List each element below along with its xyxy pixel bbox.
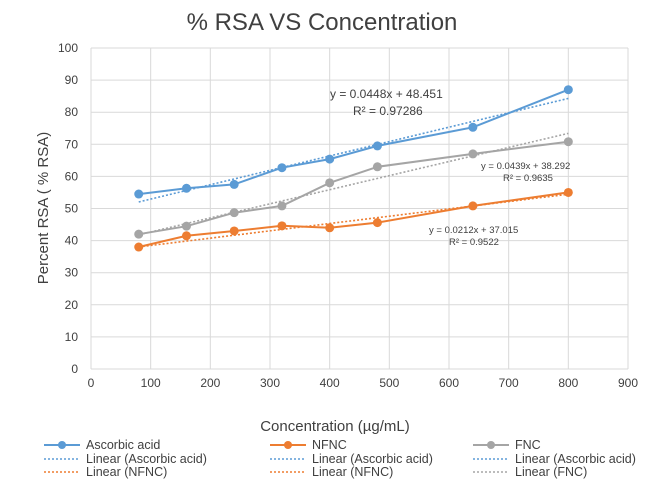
x-tick-label: 700: [499, 376, 519, 390]
data-point-ascorbic-acid: [563, 85, 573, 95]
y-tick-label: 80: [65, 105, 79, 119]
x-tick-label: 200: [200, 376, 220, 390]
data-point-nfnc: [325, 223, 335, 233]
data-point-nfnc: [229, 226, 239, 236]
y-tick-label: 90: [65, 73, 79, 87]
equation-nfnc: y = 0.0212x + 37.015: [429, 225, 518, 236]
legend-marker-nfnc: [284, 441, 292, 449]
legend-label-nfnc: NFNC: [312, 438, 347, 452]
data-point-fnc: [372, 162, 382, 172]
data-point-ascorbic-acid: [325, 154, 335, 164]
x-tick-label: 500: [379, 376, 399, 390]
x-tick-labels: 0 100 200 300 400 500 600 700 800 900: [88, 376, 639, 390]
data-point-ascorbic-acid: [372, 141, 382, 151]
y-tick-label: 100: [58, 41, 78, 55]
y-axis-title: Percent RSA ( % RSA): [35, 132, 52, 285]
x-tick-label: 800: [558, 376, 578, 390]
data-point-fnc: [277, 201, 287, 211]
legend-label-linear-nfnc: Linear (NFNC): [86, 465, 167, 479]
data-point-nfnc: [372, 218, 382, 228]
x-tick-label: 0: [88, 376, 95, 390]
data-point-ascorbic-acid: [277, 163, 287, 173]
data-point-nfnc: [277, 221, 287, 231]
r2-nfnc: R² = 0.9522: [449, 237, 499, 248]
legend-label-linear-fnc: Linear (FNC): [515, 465, 587, 479]
legend-label-linear-ascorbic-acid: Linear (Ascorbic acid): [86, 452, 207, 466]
y-tick-label: 50: [65, 202, 79, 216]
chart-title: % RSA VS Concentration: [187, 9, 458, 36]
legend-label-linear-nfnc: Linear (NFNC): [312, 465, 393, 479]
x-tick-label: 600: [439, 376, 459, 390]
data-point-nfnc: [134, 242, 144, 252]
y-tick-label: 10: [65, 330, 79, 344]
y-tick-label: 30: [65, 266, 79, 280]
data-point-nfnc: [468, 201, 478, 211]
data-point-fnc: [181, 221, 191, 231]
x-tick-label: 100: [141, 376, 161, 390]
x-tick-label: 900: [618, 376, 638, 390]
data-point-fnc: [325, 178, 335, 188]
y-tick-labels: 0 10 20 30 40 50 60 70 80 90 100: [58, 41, 78, 376]
data-point-fnc: [229, 208, 239, 218]
legend-marker-fnc: [487, 441, 495, 449]
series-line-ascorbic-acid: [138, 88, 569, 196]
legend-label-fnc: FNC: [515, 438, 541, 452]
data-point-ascorbic-acid: [181, 183, 191, 193]
data-series: [134, 85, 573, 252]
data-point-ascorbic-acid: [229, 179, 239, 189]
legend-label-linear-ascorbic-acid: Linear (Ascorbic acid): [515, 452, 636, 466]
data-point-ascorbic-acid: [468, 122, 478, 132]
series-line-nfnc: [138, 191, 569, 248]
equation-fnc: y = 0.0439x + 38.292: [481, 161, 570, 172]
y-tick-label: 0: [71, 362, 78, 376]
series-line-fnc: [138, 140, 569, 236]
data-point-fnc: [134, 229, 144, 239]
r2-fnc: R² = 0.9635: [503, 173, 553, 184]
data-point-nfnc: [181, 231, 191, 241]
y-tick-label: 20: [65, 298, 79, 312]
x-axis-title: Concentration (µg/mL): [260, 418, 410, 435]
data-point-fnc: [468, 149, 478, 159]
legend-label-ascorbic-acid: Ascorbic acid: [86, 438, 160, 452]
y-tick-label: 60: [65, 169, 79, 183]
y-tick-label: 40: [65, 234, 79, 248]
y-tick-label: 70: [65, 137, 79, 151]
x-tick-label: 400: [320, 376, 340, 390]
data-point-nfnc: [563, 187, 573, 197]
legend-marker-ascorbic-acid: [58, 441, 66, 449]
x-tick-label: 300: [260, 376, 280, 390]
equation-ascorbic: y = 0.0448x + 48.451: [330, 87, 443, 101]
data-point-ascorbic-acid: [134, 189, 144, 199]
trendline-fnc: [138, 132, 569, 236]
trendline-ascorbic-acid: [138, 97, 569, 203]
data-point-fnc: [563, 137, 573, 147]
r2-ascorbic: R² = 0.97286: [353, 104, 423, 118]
legend-label-linear-ascorbic-acid: Linear (Ascorbic acid): [312, 452, 433, 466]
